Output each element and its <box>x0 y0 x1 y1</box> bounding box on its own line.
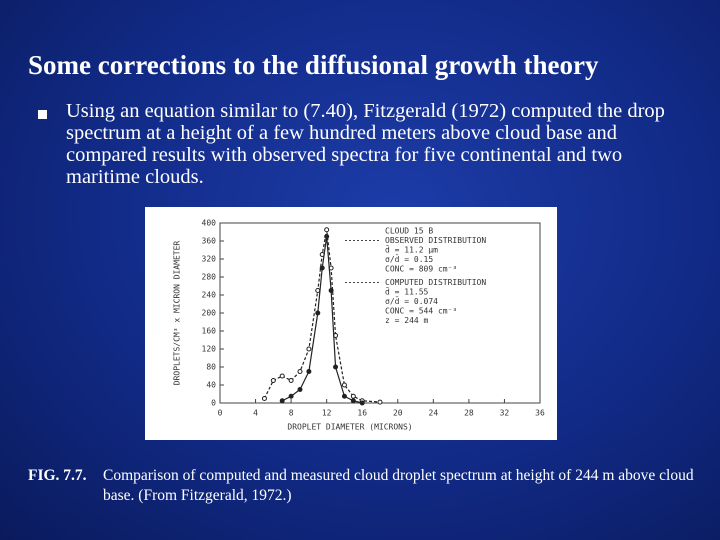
data-point <box>315 310 321 316</box>
series-line <box>281 236 363 404</box>
data-point <box>288 378 294 383</box>
bullet-marker <box>38 110 47 119</box>
y-tick-label: 240 <box>202 291 217 300</box>
legend-text: σ/d̄ = 0.15 <box>385 253 433 264</box>
data-point <box>350 393 356 399</box>
data-point <box>297 387 303 392</box>
legend-text: z = 244 m <box>385 316 429 325</box>
y-tick-label: 280 <box>202 273 217 282</box>
data-point <box>341 393 347 399</box>
legend-text: CONC = 809 cm⁻³ <box>385 265 457 274</box>
data-point <box>279 398 285 404</box>
bullet-text: Using an equation similar to (7.40), Fit… <box>66 100 665 188</box>
x-tick-label: 32 <box>500 409 510 418</box>
legend-text: OBSERVED DISTRIBUTION <box>385 236 486 245</box>
x-tick-label: 36 <box>535 409 545 418</box>
data-point <box>328 288 334 293</box>
data-point <box>350 398 356 404</box>
x-tick-label: 4 <box>253 409 258 418</box>
data-point <box>261 396 267 401</box>
data-point <box>324 227 330 233</box>
y-tick-label: 120 <box>202 345 217 354</box>
y-axis-label: DROPLETS/CM³ x MICRON DIAMETER <box>173 241 182 386</box>
x-tick-label: 20 <box>393 409 403 418</box>
data-point <box>306 346 312 352</box>
legend-text: σ/d̄ = 0.074 <box>385 295 438 306</box>
legend-text: CLOUD 15 B <box>385 227 433 236</box>
legend-text: CONC = 544 cm⁻³ <box>385 307 457 316</box>
caption: FIG. 7.7. Comparison of computed and mea… <box>28 466 708 506</box>
x-tick-label: 0 <box>218 409 223 418</box>
y-tick-label: 40 <box>206 381 216 390</box>
x-axis-label: DROPLET DIAMETER (MICRONS) <box>287 423 412 432</box>
y-tick-label: 0 <box>211 399 216 408</box>
data-point <box>306 369 312 374</box>
data-point <box>333 364 339 370</box>
y-tick-label: 200 <box>202 309 217 318</box>
caption-label: FIG. 7.7. <box>28 467 87 484</box>
x-tick-label: 8 <box>289 409 294 418</box>
plot-frame <box>219 222 541 404</box>
data-point <box>315 288 321 293</box>
x-tick-label: 12 <box>322 409 332 418</box>
caption-text: Comparison of computed and measured clou… <box>103 467 694 504</box>
y-tick-label: 160 <box>202 327 217 336</box>
x-tick-label: 16 <box>357 409 367 418</box>
y-tick-label: 80 <box>206 363 216 372</box>
figure: 0 40 80 120 160 200 240 280 320 360 400 0 4 8 12 16 20 24… <box>145 207 557 440</box>
data-point <box>288 393 294 399</box>
legend-text: d̄ = 11.55 <box>385 286 429 297</box>
x-tick-label: 28 <box>464 409 474 418</box>
data-point <box>297 369 303 374</box>
x-tick-label: 24 <box>429 409 439 418</box>
data-point <box>341 382 347 388</box>
y-tick-label: 400 <box>202 219 217 228</box>
data-point <box>279 373 285 379</box>
slide-title: Some corrections to the diffusional grow… <box>28 50 599 80</box>
legend-text: d̄ = 11.2 μm <box>385 244 438 255</box>
y-tick-label: 360 <box>202 237 217 246</box>
data-point <box>359 400 365 406</box>
data-point <box>377 399 383 405</box>
legend-text: COMPUTED DISTRIBUTION <box>385 278 486 287</box>
data-point <box>324 234 330 239</box>
data-point <box>319 265 325 271</box>
data-point <box>270 378 276 383</box>
y-tick-label: 320 <box>202 255 217 264</box>
